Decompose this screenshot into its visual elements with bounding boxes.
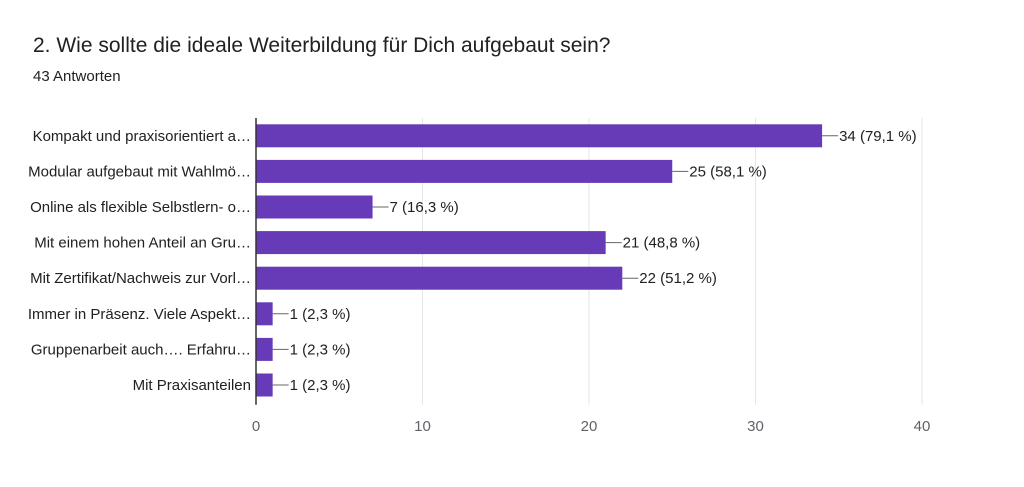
chart-title: 2. Wie sollte die ideale Weiterbildung f… — [33, 34, 611, 57]
bar[interactable] — [256, 302, 273, 326]
data-label: 1 (2,3 %) — [290, 377, 351, 394]
bar[interactable] — [256, 159, 673, 183]
bar[interactable] — [256, 266, 623, 290]
category-label: Mit Zertifikat/Nachweis zur Vorl… — [30, 270, 251, 287]
data-label: 7 (16,3 %) — [390, 199, 459, 216]
category-label: Mit Praxisanteilen — [133, 377, 251, 394]
x-tick-label: 0 — [252, 418, 260, 435]
bars: 34 (79,1 %) 25 (58,1 %) 7 (16,3 %) 21 (48,8… — [256, 124, 917, 397]
category-label: Immer in Präsenz. Viele Aspekt… — [28, 306, 251, 323]
data-label: 21 (48,8 %) — [623, 235, 701, 252]
category-label: Online als flexible Selbstlern- o… — [30, 199, 251, 216]
bar[interactable] — [256, 231, 606, 255]
data-label: 1 (2,3 %) — [290, 341, 351, 358]
category-labels: Kompakt und praxisorientiert a… Modular a… — [28, 128, 251, 394]
x-tick-label: 10 — [414, 418, 431, 435]
data-label: 1 (2,3 %) — [290, 306, 351, 323]
category-label: Modular aufgebaut mit Wahlmö… — [28, 163, 251, 180]
x-tick-label: 40 — [914, 418, 931, 435]
data-label: 25 (58,1 %) — [689, 163, 767, 180]
bar[interactable] — [256, 124, 823, 148]
bar[interactable] — [256, 195, 373, 219]
data-label: 22 (51,2 %) — [639, 270, 717, 287]
category-label: Gruppenarbeit auch…. Erfahru… — [31, 341, 251, 358]
response-count: 43 Antworten — [33, 68, 121, 85]
bar[interactable] — [256, 373, 273, 397]
x-tick-label: 30 — [747, 418, 764, 435]
data-label: 34 (79,1 %) — [839, 128, 917, 145]
bar[interactable] — [256, 337, 273, 361]
x-axis-ticks: 0 10 20 30 40 — [252, 418, 931, 435]
category-label: Kompakt und praxisorientiert a… — [33, 128, 251, 145]
category-label: Mit einem hohen Anteil an Gru… — [34, 235, 251, 252]
x-tick-label: 20 — [581, 418, 598, 435]
